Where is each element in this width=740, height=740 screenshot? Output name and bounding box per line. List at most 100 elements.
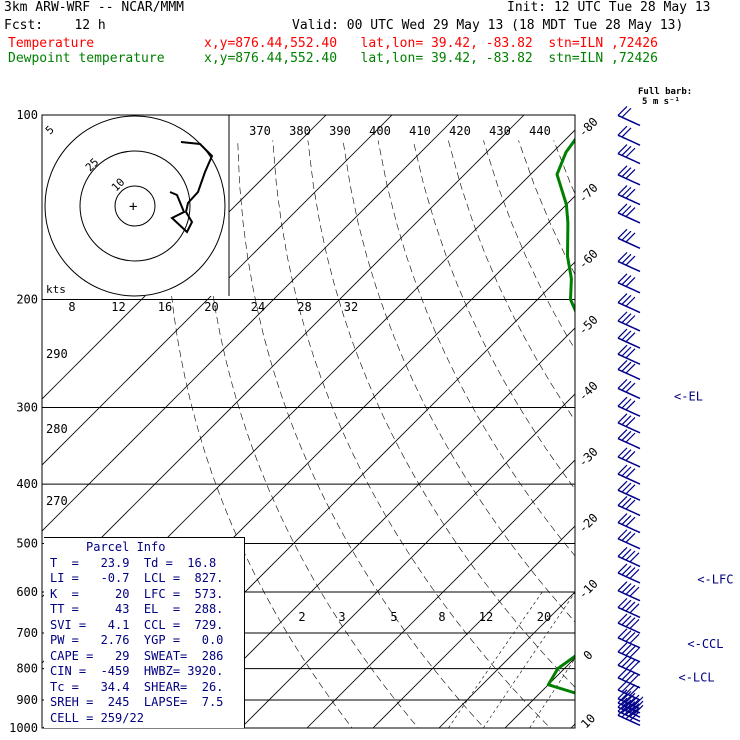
wind-barb-flag: [629, 703, 640, 713]
wind-barb-flag: [621, 313, 632, 324]
wind-barb-flag: [625, 709, 636, 720]
wind-barb-flag: [617, 185, 628, 196]
wind-barb-flag: [621, 230, 632, 241]
level-marker-label: <-EL: [674, 390, 703, 404]
hodograph-trace: [169, 141, 214, 234]
wind-barb-flag: [625, 646, 636, 656]
wind-barb-staff: [617, 521, 641, 534]
theta-label: 430: [489, 124, 511, 138]
wind-barb-staff: [617, 622, 641, 634]
wind-barb: [617, 165, 641, 186]
parcel-info-line: Tc = 34.4 SHEAR= 26.: [50, 679, 224, 694]
wind-barb-staff: [617, 606, 641, 619]
parcel-info-line: T = 23.9 Td = 16.8: [50, 555, 217, 570]
hodograph-speed-label: 28: [297, 300, 311, 314]
wind-barb-flag: [625, 468, 636, 479]
temperature-tick-label: -50: [576, 313, 601, 338]
wind-barb-flag: [625, 659, 636, 670]
wind-barb-flag: [617, 668, 628, 679]
wind-barb: [617, 228, 641, 250]
wind-barb-flag: [621, 253, 632, 264]
theta-label: 370: [249, 124, 271, 138]
dry-adiabat-line: [202, 140, 419, 728]
mixing-ratio-label: 12: [479, 610, 493, 624]
wind-barb-flag: [621, 398, 632, 409]
wind-barb-flag: [621, 615, 632, 626]
wind-barb-flag: [617, 705, 628, 716]
temperature-tick-label: -70: [576, 181, 601, 206]
wind-barb-flag: [625, 692, 636, 703]
wind-barb-flag: [617, 689, 628, 700]
wind-barb-staff: [617, 651, 641, 663]
hodograph-speed-label: 12: [111, 300, 125, 314]
wind-barb-staff: [617, 320, 641, 332]
wind-barb-staff: [617, 473, 641, 485]
isotherm-line: [42, 115, 459, 532]
wind-barb-flag: [617, 203, 628, 214]
wind-barb: [617, 697, 644, 718]
wind-barb-flag: [617, 628, 628, 639]
wind-barb-staff: [617, 114, 641, 127]
wind-barb-flag: [617, 495, 628, 506]
wind-barb-flag: [621, 695, 632, 706]
wind-barb-flag: [617, 680, 628, 691]
wind-barb-flag: [625, 532, 636, 543]
temperature-tick-label: -30: [576, 445, 601, 470]
wind-barb-flag: [617, 413, 628, 424]
wind-barb-flag: [621, 514, 632, 525]
isotherm-line: [42, 115, 393, 466]
wind-barb-flag: [625, 296, 636, 307]
wind-barb-flag: [625, 705, 636, 716]
isotherm-line: [42, 115, 525, 598]
wind-barb-staff: [617, 689, 641, 701]
theta-label: 420: [449, 124, 471, 138]
pressure-tick-label: 1000: [9, 721, 38, 735]
wind-barb-flag: [625, 332, 636, 343]
wind-barb-flag: [617, 447, 628, 458]
dewpoint-series-line: [546, 137, 575, 695]
wind-barb: [617, 106, 641, 127]
pressure-tick-label: 600: [16, 585, 38, 599]
wind-barb-staff: [617, 237, 641, 250]
wind-barb-flag: [625, 697, 636, 707]
temperature-legend-name: Temperature: [8, 36, 95, 51]
isotherm-line: [306, 459, 575, 728]
wind-barb-staff: [617, 353, 641, 365]
wind-barb-staff: [617, 368, 641, 381]
wind-barb: [617, 429, 641, 450]
wind-barb: [617, 480, 641, 501]
level-marker-label: <-LCL: [678, 670, 714, 684]
dewpoint-legend-name: Dewpoint temperature: [8, 51, 165, 66]
valid-time: Valid: 00 UTC Wed 29 May 13 (18 MDT Tue …: [292, 18, 684, 33]
wind-barb-flag: [625, 701, 636, 712]
wind-barb-staff: [617, 706, 641, 718]
wind-barb-flag: [621, 682, 632, 693]
wind-barb-flag: [625, 417, 636, 427]
wind-barb-flag: [625, 255, 636, 266]
wind-barb-flag: [617, 513, 628, 524]
wind-barb-flag: [629, 647, 640, 658]
wind-barb-flag: [625, 484, 636, 495]
wind-barb-flag: [617, 613, 628, 624]
wind-barb-flag: [617, 655, 628, 666]
wind-barbs: [617, 106, 644, 727]
parcel-info-line: LI = -0.7 LCL = 827.: [50, 571, 224, 585]
wind-barb-flag: [629, 711, 640, 722]
wind-barb-staff: [617, 489, 641, 501]
hodograph-speed-label: 24: [251, 300, 265, 314]
wind-barb-flag: [621, 380, 632, 391]
wind-barb-staff: [617, 572, 641, 584]
temperature-legend-location: x,y=876.44,552.40 lat,lon= 39.42, -83.82…: [204, 36, 658, 51]
wind-barb-flag: [625, 363, 636, 374]
init-time: Init: 12 UTC Tue 28 May 13: [507, 0, 711, 15]
wind-barb-flag: [617, 597, 628, 608]
wind-barb-flag: [625, 499, 636, 510]
wind-barb-flag: [621, 107, 632, 118]
wind-barb-flag: [617, 429, 628, 439]
wind-barb-flag: [617, 328, 628, 339]
theta-label: 410: [409, 124, 431, 138]
isotherm-line: [438, 591, 575, 728]
wind-barb-flag: [625, 584, 636, 595]
wind-barb-staff: [617, 697, 641, 710]
wind-barb-flag: [617, 563, 628, 574]
